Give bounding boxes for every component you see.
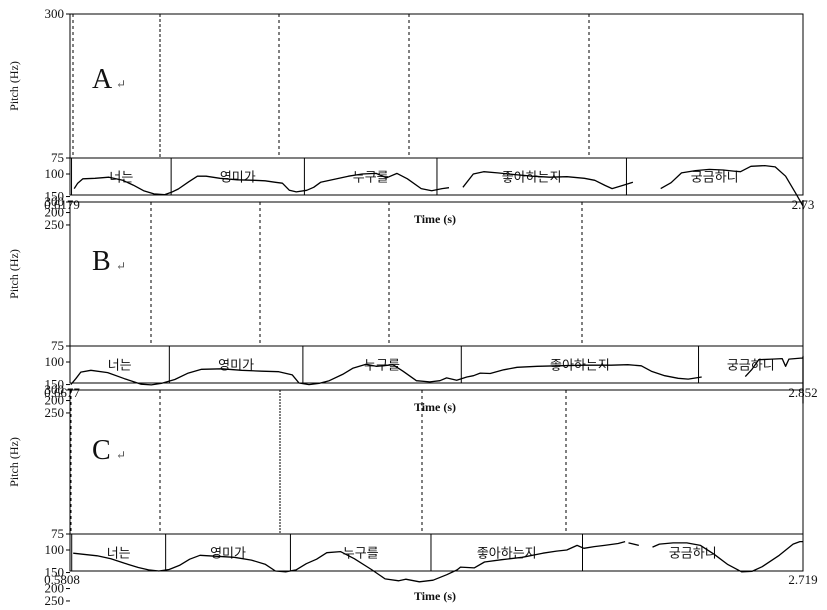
pitch-plot-frame	[69, 13, 804, 159]
y-tick-label: 75	[51, 150, 64, 165]
y-tick-label: 300	[45, 194, 65, 209]
word-label: 궁금하니	[691, 171, 739, 186]
y-tick-label: 200	[45, 581, 65, 596]
return-mark: ↵	[116, 77, 126, 91]
panel-letter: B	[92, 246, 111, 277]
y-tick-label: 75	[51, 338, 64, 353]
word-label: 궁금하니	[669, 547, 717, 562]
y-tick-label: 100	[45, 166, 65, 181]
word-label: 영미가	[210, 547, 246, 562]
y-axis-title: Pitch (Hz)	[7, 61, 21, 111]
panel-letter: C	[92, 435, 111, 466]
y-tick-label: 250	[45, 593, 65, 605]
panel-b: 너는 영미가 누구를 좋아하는지 궁금하니30025020015010075Pitch …	[7, 194, 818, 420]
x-axis-title: Time (s)	[414, 589, 456, 603]
y-tick-label: 100	[45, 354, 65, 369]
y-tick-label: 150	[45, 189, 65, 204]
y-tick-label: 250	[45, 217, 65, 232]
text-tier-frame	[69, 533, 804, 572]
y-axis-title: Pitch (Hz)	[7, 437, 21, 487]
panel-letter: A	[92, 64, 113, 95]
return-mark: ↵	[116, 448, 126, 462]
pitch-contour-line	[73, 172, 450, 196]
y-tick-label: 200	[45, 205, 65, 220]
pitch-contour-line	[462, 171, 634, 190]
x-start-label: 0.6179	[44, 197, 80, 212]
word-label: 좋아하는지	[502, 171, 562, 186]
x-axis-title: Time (s)	[414, 400, 456, 414]
y-tick-label: 150	[45, 565, 65, 580]
word-label: 영미가	[220, 171, 256, 186]
pitch-contour-line	[70, 363, 702, 386]
x-axis-title: Time (s)	[414, 212, 456, 226]
pitch-contour-line	[73, 540, 626, 583]
panel-c: 너는 영미가 누구를 좋아하는지 궁금하니30025020015010075Pitch …	[7, 382, 818, 608]
word-label: 누구를	[343, 547, 379, 562]
y-tick-label: 300	[45, 6, 65, 21]
return-mark: ↵	[116, 259, 126, 273]
y-tick-label: 200	[45, 393, 65, 408]
word-label: 너는	[108, 359, 132, 374]
y-tick-label: 150	[45, 377, 65, 392]
word-label: 너는	[107, 547, 131, 562]
pitch-contour-line	[652, 540, 803, 573]
x-start-label: 0.5808	[44, 572, 80, 587]
y-tick-label: 250	[45, 405, 65, 420]
y-tick-label: 300	[45, 382, 65, 397]
y-tick-label: 100	[45, 542, 65, 557]
y-axis-title: Pitch (Hz)	[7, 249, 21, 299]
word-label: 궁금하니	[727, 359, 775, 374]
pitch-contour-line	[628, 542, 639, 547]
word-label: 좋아하는지	[550, 359, 610, 374]
y-tick-label: 75	[51, 526, 64, 541]
word-label: 누구를	[353, 171, 389, 186]
panel-a: 너는 영미가 누구를 좋아하는지 궁금하니30025020015010075Pitch …	[7, 6, 814, 232]
x-end-label: 2.719	[788, 572, 817, 587]
